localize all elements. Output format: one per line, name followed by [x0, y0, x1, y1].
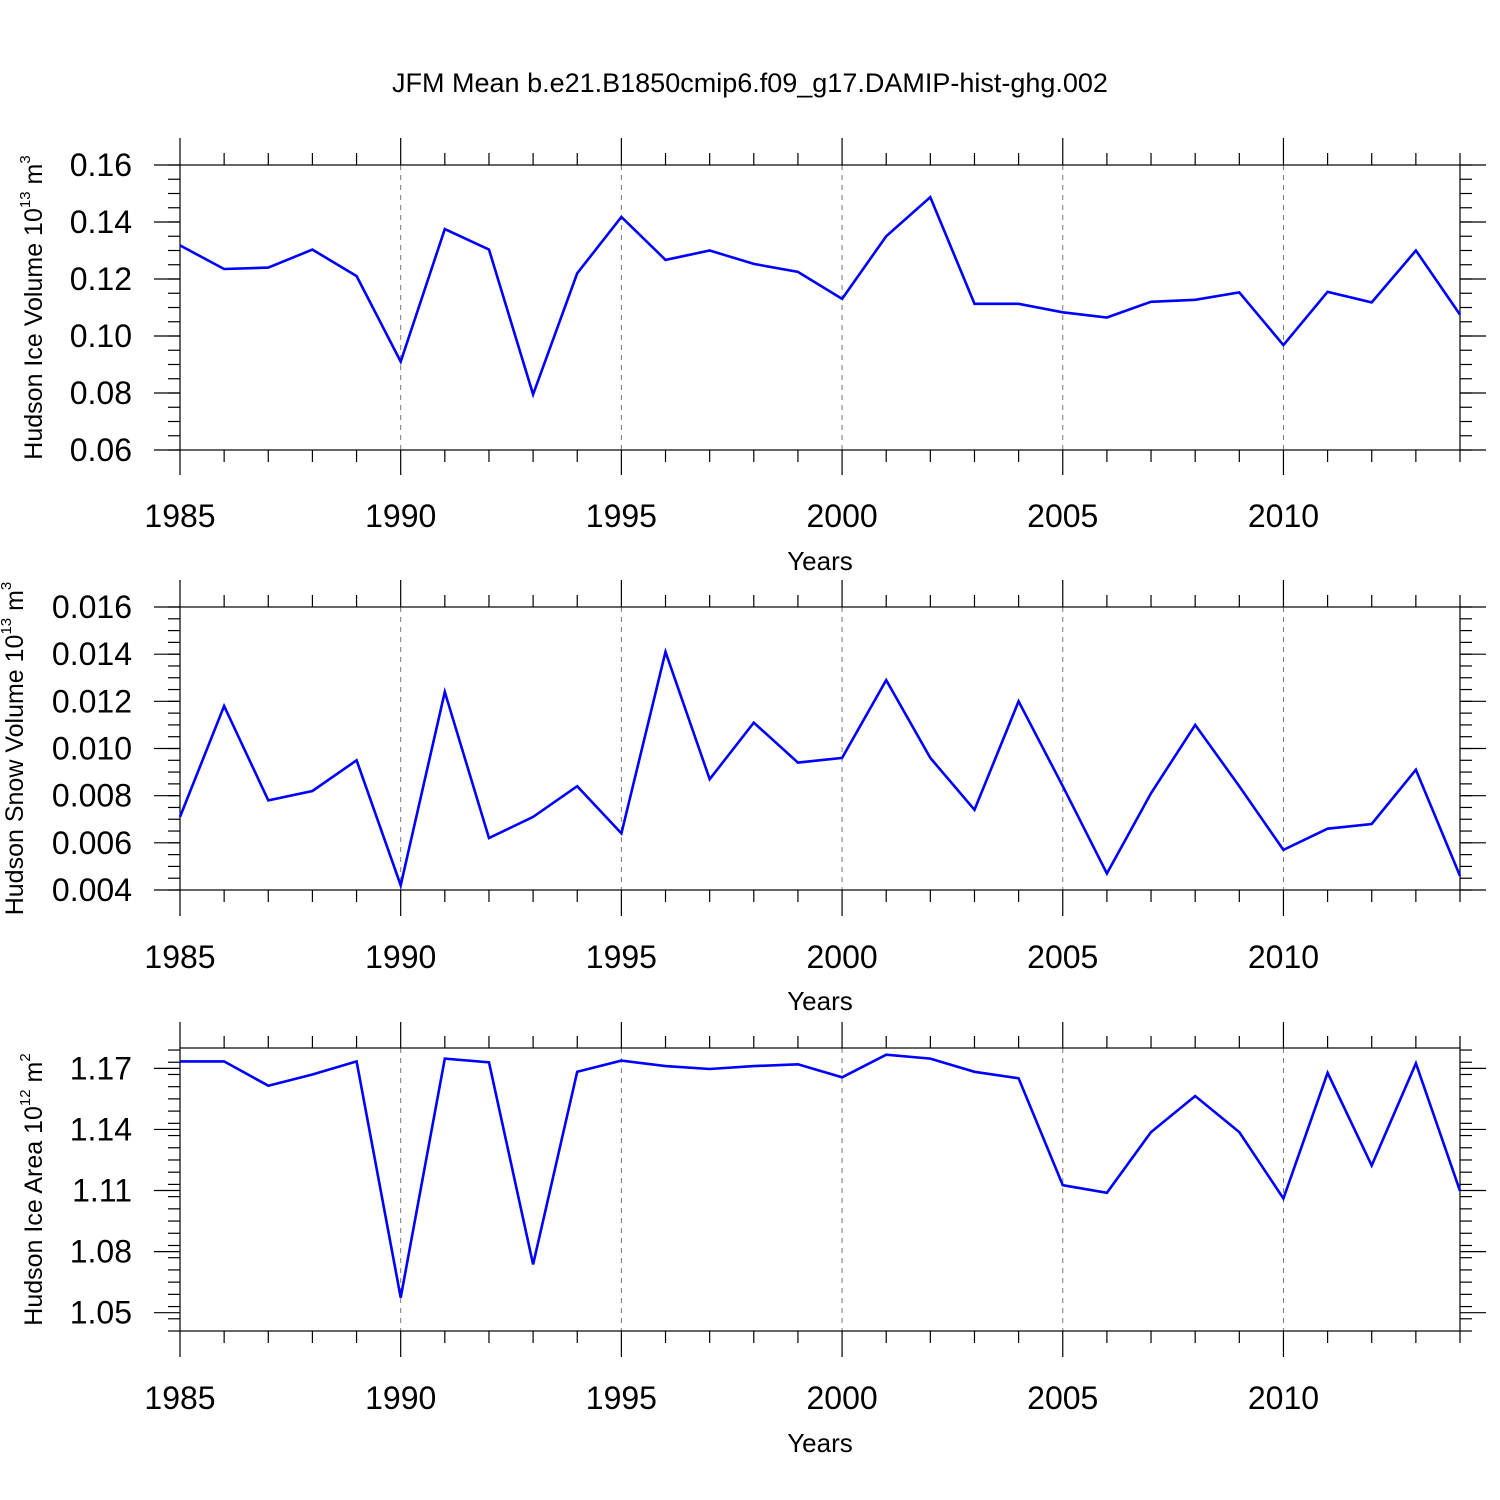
- x-tick-label-2000: 2000: [806, 939, 877, 975]
- y-tick-label: 1.14: [70, 1111, 132, 1147]
- y-tick-label: 0.008: [52, 778, 132, 814]
- x-tick-label-1990: 1990: [365, 498, 436, 534]
- series-line: [178, 647, 1462, 890]
- y-tick-label: 0.08: [70, 375, 132, 411]
- y-tick-label: 1.17: [70, 1050, 132, 1086]
- panel-hudson-snow-volume: 1985 1990 1995 2000 2005 2010 Years 0.004 0.006 0…: [0, 580, 1486, 1016]
- x-tick-label-2010: 2010: [1248, 498, 1319, 534]
- plot-frame: [179, 1047, 1461, 1332]
- y-axis-title-text: m: [1, 590, 29, 618]
- series-line: [179, 195, 1462, 399]
- y-axis-title: Hudson Snow Volume 1013 m3: [0, 582, 29, 916]
- y-axis-title-superscript: 13: [17, 191, 34, 208]
- panel-hudson-ice-volume: 1985 1990 1995 2000 2005 2010 Years 0.06 0.08 0.1…: [17, 138, 1486, 576]
- y-axis-title-text: Hudson Ice Area 10: [20, 1106, 48, 1326]
- x-tick-label-1990: 1990: [365, 1380, 436, 1416]
- y-axis-title-text: Hudson Snow Volume 10: [1, 635, 29, 916]
- y-axis-title-superscript: 3: [0, 582, 15, 590]
- x-tick-label-2005: 2005: [1027, 1380, 1098, 1416]
- y-tick-label: 0.12: [70, 261, 132, 297]
- y-axis-title-superscript: 2: [17, 1053, 34, 1061]
- x-tick-label-1995: 1995: [586, 939, 657, 975]
- y-tick-label: 0.004: [52, 872, 132, 908]
- y-tick-label: 1.11: [72, 1173, 132, 1209]
- y-tick-label: 0.016: [52, 589, 132, 625]
- y-axis-title-superscript: 12: [17, 1089, 34, 1106]
- x-axis-title: Years: [787, 986, 853, 1016]
- x-tick-label-2005: 2005: [1027, 498, 1098, 534]
- y-tick-label: 0.06: [70, 432, 132, 468]
- panel-hudson-ice-area: 1985 1990 1995 2000 2005 2010 Years 1.05 1.08 1.1…: [17, 1022, 1486, 1458]
- y-axis-title-text: Hudson Ice Volume 10: [20, 208, 48, 460]
- x-tick-label-1985: 1985: [144, 498, 215, 534]
- x-tick-label-2000: 2000: [806, 1380, 877, 1416]
- x-tick-label-2010: 2010: [1248, 939, 1319, 975]
- x-tick-label-2005: 2005: [1027, 939, 1098, 975]
- y-axis-title: Hudson Ice Volume 1013 m3: [17, 155, 48, 459]
- y-axis-title-text: m: [20, 164, 48, 192]
- x-tick-label-1985: 1985: [144, 1380, 215, 1416]
- x-tick-label-1995: 1995: [586, 1380, 657, 1416]
- y-tick-label: 0.012: [52, 683, 132, 719]
- y-tick-label: 0.014: [52, 636, 132, 672]
- y-tick-label: 0.010: [52, 731, 132, 767]
- y-tick-label: 0.10: [70, 318, 132, 354]
- y-tick-label: 1.05: [70, 1295, 132, 1331]
- series-line: [180, 1053, 1462, 1298]
- plot-frame: [179, 606, 1461, 891]
- y-tick-label: 0.16: [70, 147, 132, 183]
- x-tick-label-1985: 1985: [144, 939, 215, 975]
- chart-title: JFM Mean b.e21.B1850cmip6.f09_g17.DAMIP-…: [392, 68, 1108, 98]
- x-tick-label-2000: 2000: [806, 498, 877, 534]
- y-tick-label: 0.14: [70, 204, 132, 240]
- x-tick-label-1995: 1995: [586, 498, 657, 534]
- y-axis-title-superscript: 3: [17, 155, 34, 163]
- y-axis-title: Hudson Ice Area 1012 m2: [17, 1053, 48, 1325]
- y-axis-title-text: m: [20, 1062, 48, 1090]
- x-axis-title: Years: [787, 546, 853, 576]
- y-tick-label: 1.08: [70, 1234, 132, 1270]
- x-axis-title: Years: [787, 1428, 853, 1458]
- x-tick-label-2010: 2010: [1248, 1380, 1319, 1416]
- y-tick-label: 0.006: [52, 825, 132, 861]
- y-axis-title-superscript: 13: [0, 618, 15, 635]
- x-tick-label-1990: 1990: [365, 939, 436, 975]
